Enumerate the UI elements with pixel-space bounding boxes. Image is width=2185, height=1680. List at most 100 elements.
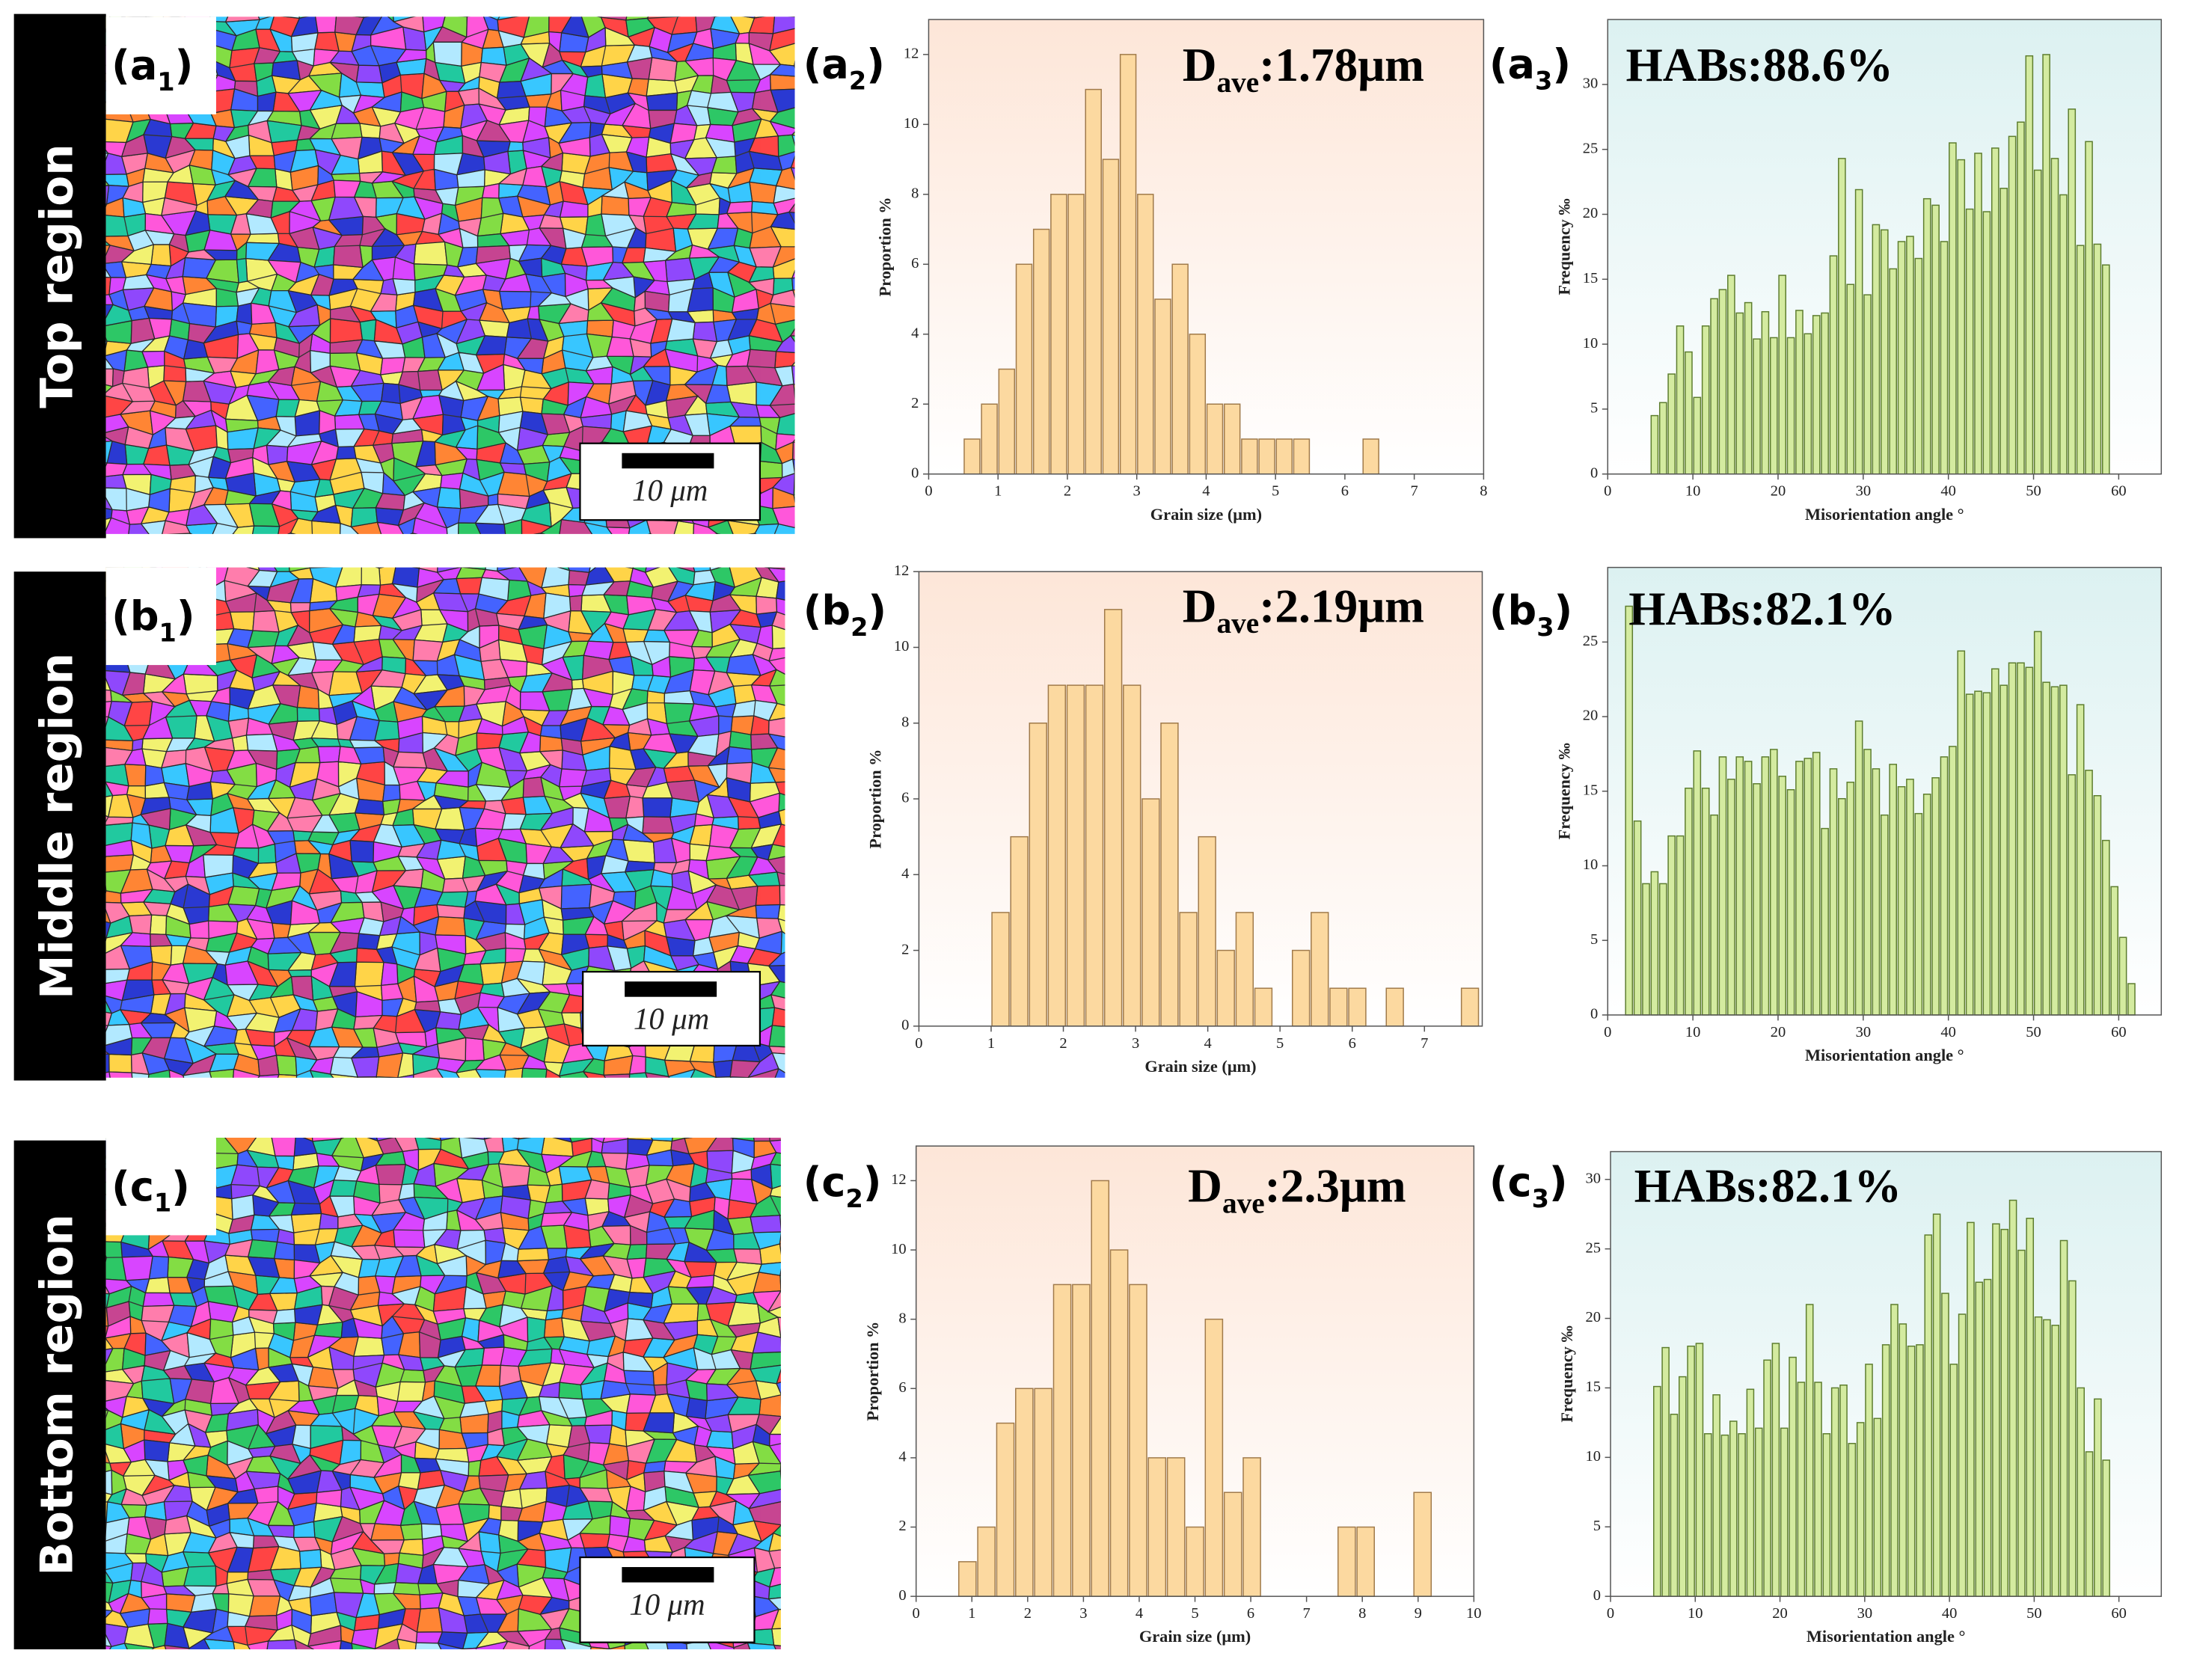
bar: [1974, 153, 1982, 475]
bar: [1460, 987, 1480, 1027]
x-tick-label: 5: [1191, 1605, 1198, 1622]
bar: [1804, 758, 1812, 1016]
bar: [1625, 605, 1634, 1016]
panel-label: (b2): [803, 587, 886, 642]
bar: [1812, 752, 1821, 1016]
map-label-part: (a: [111, 42, 157, 89]
map-label-part: (c: [111, 1163, 154, 1210]
bar: [1829, 255, 1838, 475]
bar: [1166, 1457, 1186, 1597]
x-tick-label: 0: [913, 1605, 920, 1622]
panel-label-part: (c: [1489, 1159, 1532, 1206]
panel-label-part: ): [1552, 40, 1571, 88]
bar: [1907, 1345, 1916, 1597]
bar: [1797, 1382, 1806, 1597]
bar: [1812, 315, 1821, 475]
panel-label-part: ): [1554, 587, 1573, 634]
region-label: Bottom region: [32, 1214, 84, 1576]
x-tick-label: 3: [1079, 1605, 1087, 1622]
x-tick-label: 2: [1059, 1035, 1067, 1052]
bar: [2068, 1280, 2077, 1597]
bar: [2118, 936, 2127, 1016]
bar: [1242, 1457, 1261, 1597]
y-tick-label: 30: [1583, 76, 1599, 92]
bar: [2093, 795, 2102, 1016]
map-label-box: [105, 16, 216, 114]
x-tick-label: 20: [1772, 1605, 1788, 1622]
bar: [1189, 334, 1207, 475]
x-tick-label: 3: [1133, 483, 1141, 500]
bar: [963, 438, 981, 475]
y-tick-label: 2: [911, 395, 919, 411]
bar: [1957, 650, 1966, 1016]
bar: [1293, 438, 1311, 475]
map-label-box: [105, 567, 216, 666]
region-label: Top region: [32, 144, 84, 408]
bar: [1658, 883, 1667, 1016]
x-tick-label: 0: [1607, 1605, 1614, 1622]
panel-label-part: 2: [845, 1184, 862, 1213]
bar: [1735, 756, 1744, 1016]
y-tick-label: 10: [1583, 856, 1599, 873]
bar: [2068, 108, 2077, 475]
annotation-part: HABs:82.1%: [1634, 1160, 1901, 1213]
bar: [1204, 1318, 1224, 1597]
panel-label-part: 2: [849, 66, 866, 95]
bar: [1650, 414, 1659, 475]
bar: [2008, 1199, 2017, 1597]
annotation-part: :2.19μm: [1259, 580, 1424, 632]
bar: [1838, 158, 1846, 475]
y-tick-label: 8: [898, 1310, 906, 1326]
x-tick-label: 50: [2026, 483, 2041, 500]
scale-bar: [622, 453, 714, 469]
bar: [1653, 1385, 1661, 1597]
bar: [1897, 241, 1906, 475]
grain-group: [105, 567, 785, 1078]
panel-label: (a3): [1489, 40, 1571, 95]
x-tick-label: 4: [1204, 1035, 1211, 1052]
x-tick-label: 30: [1857, 1605, 1873, 1622]
bar: [998, 368, 1016, 475]
y-tick-label: 15: [1583, 782, 1599, 798]
x-tick-label: 2: [1064, 483, 1071, 500]
bar: [1931, 204, 1940, 475]
bar: [1667, 835, 1676, 1016]
bar: [1786, 789, 1795, 1016]
bar: [2025, 666, 2034, 1016]
bar: [1720, 1434, 1729, 1597]
bar: [1881, 1344, 1890, 1597]
bar: [1769, 337, 1778, 475]
x-tick-label: 50: [2026, 1024, 2041, 1040]
bar: [1863, 749, 1872, 1016]
x-tick-label: 10: [1685, 483, 1701, 500]
x-tick-label: 20: [1771, 1024, 1786, 1040]
bar: [1863, 294, 1872, 475]
y-tick-label: 4: [911, 325, 919, 341]
region-bar: [13, 571, 106, 1081]
scale-bar: [622, 1567, 714, 1583]
bar: [1795, 310, 1804, 475]
map-label: (c1): [111, 1163, 190, 1218]
bar: [1186, 1526, 1204, 1597]
bar: [1052, 1284, 1072, 1597]
bar: [2043, 1319, 2051, 1597]
bar: [1846, 782, 1855, 1016]
bar: [1821, 312, 1829, 475]
bar: [1241, 438, 1258, 475]
bar: [1147, 1457, 1167, 1597]
bar: [2034, 1316, 2043, 1597]
bar: [1385, 987, 1404, 1027]
bar: [1838, 797, 1846, 1016]
bar: [1633, 820, 1642, 1016]
bar: [1761, 310, 1770, 475]
bar: [2076, 704, 2085, 1016]
bar: [1967, 1221, 1975, 1597]
bar: [1102, 159, 1120, 475]
y-tick-label: 0: [1590, 465, 1598, 481]
map-label-part: ): [177, 592, 195, 640]
bar: [1873, 1417, 1882, 1597]
region-bar: [13, 1140, 106, 1649]
bar: [1965, 208, 1974, 475]
bar: [2042, 54, 2050, 475]
